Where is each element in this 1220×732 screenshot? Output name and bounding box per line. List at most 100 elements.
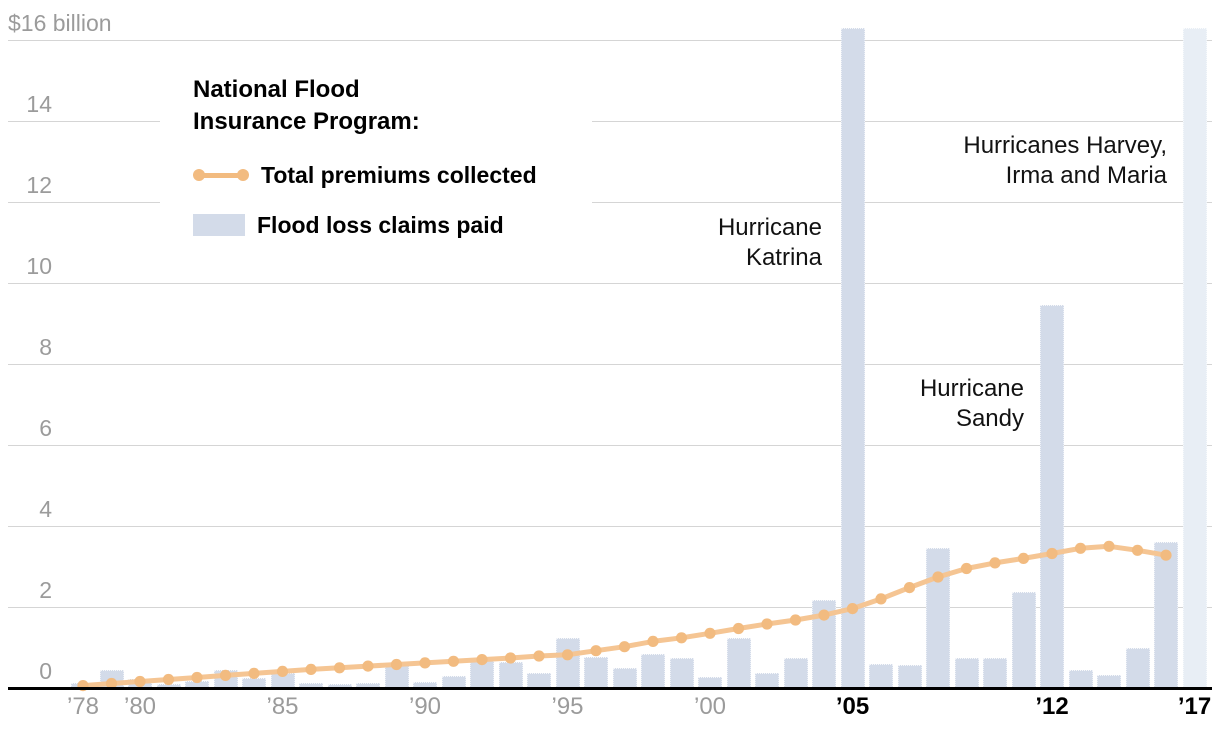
premium-dot-1986 [305,663,317,676]
annotation-hurricane-sandy: Hurricane Sandy [919,375,1024,432]
premium-dot-2016 [1160,549,1172,561]
claims-bar-2012 [1040,305,1064,688]
premium-dot-2004 [818,609,830,621]
premium-dot-2001 [732,622,745,635]
premium-dot-1985 [276,665,289,678]
claims-bar-2016 [1154,542,1178,688]
premium-dot-2008 [932,571,944,583]
premium-dot-1996 [590,645,602,657]
gridline-4 [8,526,1212,527]
premium-dot-1983 [219,669,232,682]
premium-dot-2012 [1046,547,1058,560]
claims-bar-2008 [926,548,950,688]
claims-bar-2007 [897,665,922,688]
x-tick-label-1995: ’95 [551,693,584,720]
premium-dot-2006 [875,593,887,605]
y-tick-label-10: 10 [26,253,52,279]
claims-bar-1996 [584,657,608,688]
claims-bar-1993 [498,662,523,688]
premium-dot-2003 [789,614,802,626]
claims-bar-1987 [327,684,352,688]
premium-dot-1979 [105,677,118,690]
claims-bar-1999 [669,658,694,688]
x-tick-label-2017: ’17 [1177,693,1212,720]
claims-bar-1988 [356,683,380,688]
claims-bar-2013 [1068,670,1093,688]
premium-dot-1990 [419,657,431,669]
premium-dot-1998 [647,635,659,648]
gridline-8 [8,364,1212,365]
claims-bar-1998 [641,654,665,688]
gridline-2 [8,607,1212,608]
claims-bar-1990 [413,682,437,688]
gridline-6 [8,445,1212,446]
legend-title: National Flood Insurance Program: [193,74,592,138]
gridline-16 [8,40,1212,41]
y-tick-label-12: 12 [26,172,52,198]
premium-dot-1982 [191,671,203,684]
premiums-line [80,543,1169,689]
legend-label-premiums: Total premiums collected [261,162,537,188]
claims-bar-2002 [755,673,779,688]
legend: National Flood Insurance Program: Total … [160,64,592,262]
premium-dot-1994 [533,650,545,662]
x-tick-label-2000: ’00 [693,693,727,720]
premium-dot-2010 [989,557,1001,569]
x-tick-label-1980: ’80 [123,693,157,720]
premium-dot-2000 [704,627,716,639]
legend-title-line2: Insurance Program: [193,108,420,135]
claims-bar-1994 [527,673,551,688]
x-tick-label-1985: ’85 [266,693,299,720]
claims-bar-2010 [983,658,1007,688]
premium-dot-2009 [960,562,973,575]
claims-bar-2014 [1097,675,1121,688]
y-tick-label-6: 6 [39,415,52,441]
premium-dot-1980 [134,675,146,688]
premium-dot-1997 [618,641,631,653]
premium-dot-1999 [675,632,688,644]
gridline-14 [8,121,1212,122]
claims-bar-2015 [1125,648,1150,688]
x-axis-baseline [8,687,1212,690]
gridline-12 [8,202,1212,203]
y-tick-label-8: 8 [39,334,52,360]
annotation-hurricanes-harvey-irma-maria: Hurricanes Harvey, Irma and Maria [963,132,1167,189]
claims-bar-1986 [299,683,323,688]
premium-dot-1987 [333,662,346,674]
premium-dot-2015 [1131,544,1144,556]
y-tick-label-14: 14 [26,91,52,117]
bar-swatch-icon [193,214,245,236]
premium-dot-1984 [248,667,260,680]
premium-dot-2005 [846,603,859,615]
premium-dot-2013 [1074,542,1087,554]
y-tick-label-16: $16 billion [8,10,112,36]
claims-bar-1997 [612,668,637,688]
x-tick-label-2012: ’12 [1035,693,1069,720]
claims-bar-2011 [1011,592,1036,688]
premium-dot-1992 [476,654,488,666]
y-tick-label-4: 4 [39,496,52,522]
claims-bar-1995 [555,638,580,688]
premium-dot-2002 [761,618,773,630]
y-tick-label-0: 0 [39,658,52,684]
claims-bar-2001 [726,638,751,688]
premium-dot-1995 [561,649,574,661]
premium-dot-2007 [903,582,916,594]
legend-item-claims: Flood loss claims paid [193,212,592,238]
claims-bar-1991 [441,676,466,688]
y-tick-label-2: 2 [39,577,52,603]
premium-dot-1981 [162,673,175,686]
claims-bar-2003 [783,658,808,688]
premium-dot-1993 [504,652,517,664]
legend-title-line1: National Flood [193,76,360,103]
claims-bar-2009 [954,658,979,688]
claims-bar-2000 [698,677,722,688]
claims-bar-2006 [869,664,893,688]
annotation-hurricane-katrina: Hurricane Katrina [717,214,822,271]
claims-bar-2005 [840,28,865,688]
premium-dot-1988 [362,660,374,672]
line-with-dots-swatch-icon [193,169,249,181]
premium-dot-1991 [447,655,460,667]
